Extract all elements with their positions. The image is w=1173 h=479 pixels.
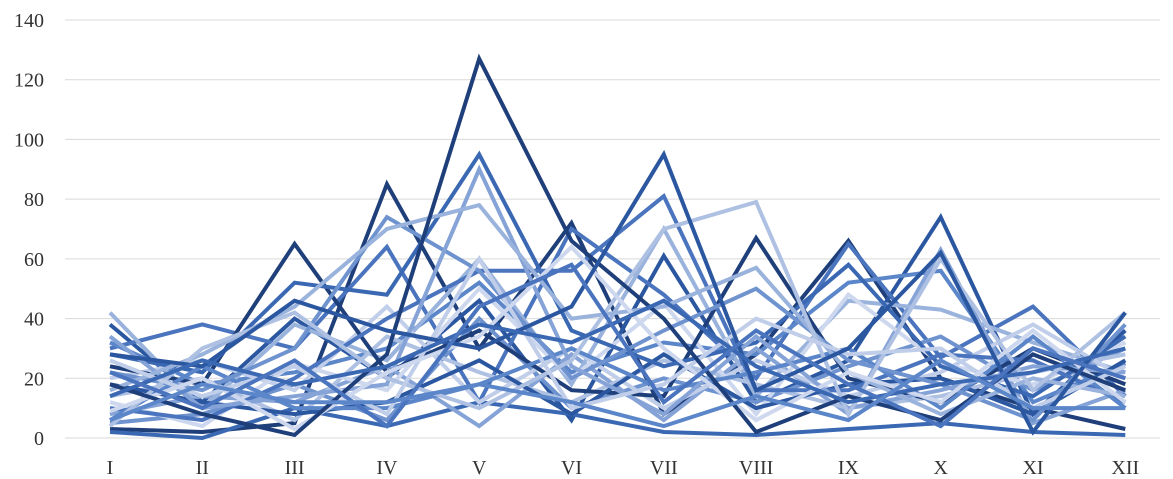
series-line-4 (109, 226, 1127, 407)
series-line-12 (109, 234, 1127, 405)
series-line-27 (109, 358, 1126, 429)
series-line-8 (108, 224, 1126, 411)
y-tick-label: 20 (24, 368, 44, 390)
x-tick-label: I (107, 457, 114, 479)
y-tick-label: 60 (24, 249, 44, 271)
series-lines (108, 53, 1127, 441)
x-tick-label: IX (838, 457, 860, 479)
x-tick-label: III (285, 457, 305, 479)
series-line-22 (109, 244, 1127, 432)
y-tick-label: 140 (14, 10, 44, 32)
series-line-14 (109, 150, 1127, 399)
x-tick-label: IV (376, 457, 398, 479)
series-line-2 (108, 212, 1127, 424)
x-tick-label: XII (1111, 457, 1139, 479)
y-tick-label: 100 (14, 129, 44, 151)
x-tick-label: VIII (739, 457, 773, 479)
y-tick-label: 120 (14, 70, 44, 92)
series-line-26 (109, 262, 1126, 429)
x-tick-label: VII (650, 457, 678, 479)
series-line-24 (109, 149, 1127, 436)
series-line-25 (109, 298, 1126, 405)
x-tick-label: II (196, 457, 209, 479)
y-tick-label: 40 (24, 309, 44, 331)
y-tick-label: 0 (34, 428, 44, 450)
y-tick-label: 80 (24, 189, 44, 211)
series-line-21 (109, 255, 1127, 417)
x-axis-tick-labels: I II III IV V VI VII VIII IX X XI XII (107, 457, 1140, 479)
y-axis-tick-labels: 0 20 40 60 80 100 120 140 (14, 10, 44, 450)
series-line-23 (109, 53, 1127, 438)
x-tick-label: VI (561, 457, 582, 479)
x-tick-label: V (472, 457, 487, 479)
x-tick-label: XI (1022, 457, 1043, 479)
x-tick-label: X (933, 457, 948, 479)
